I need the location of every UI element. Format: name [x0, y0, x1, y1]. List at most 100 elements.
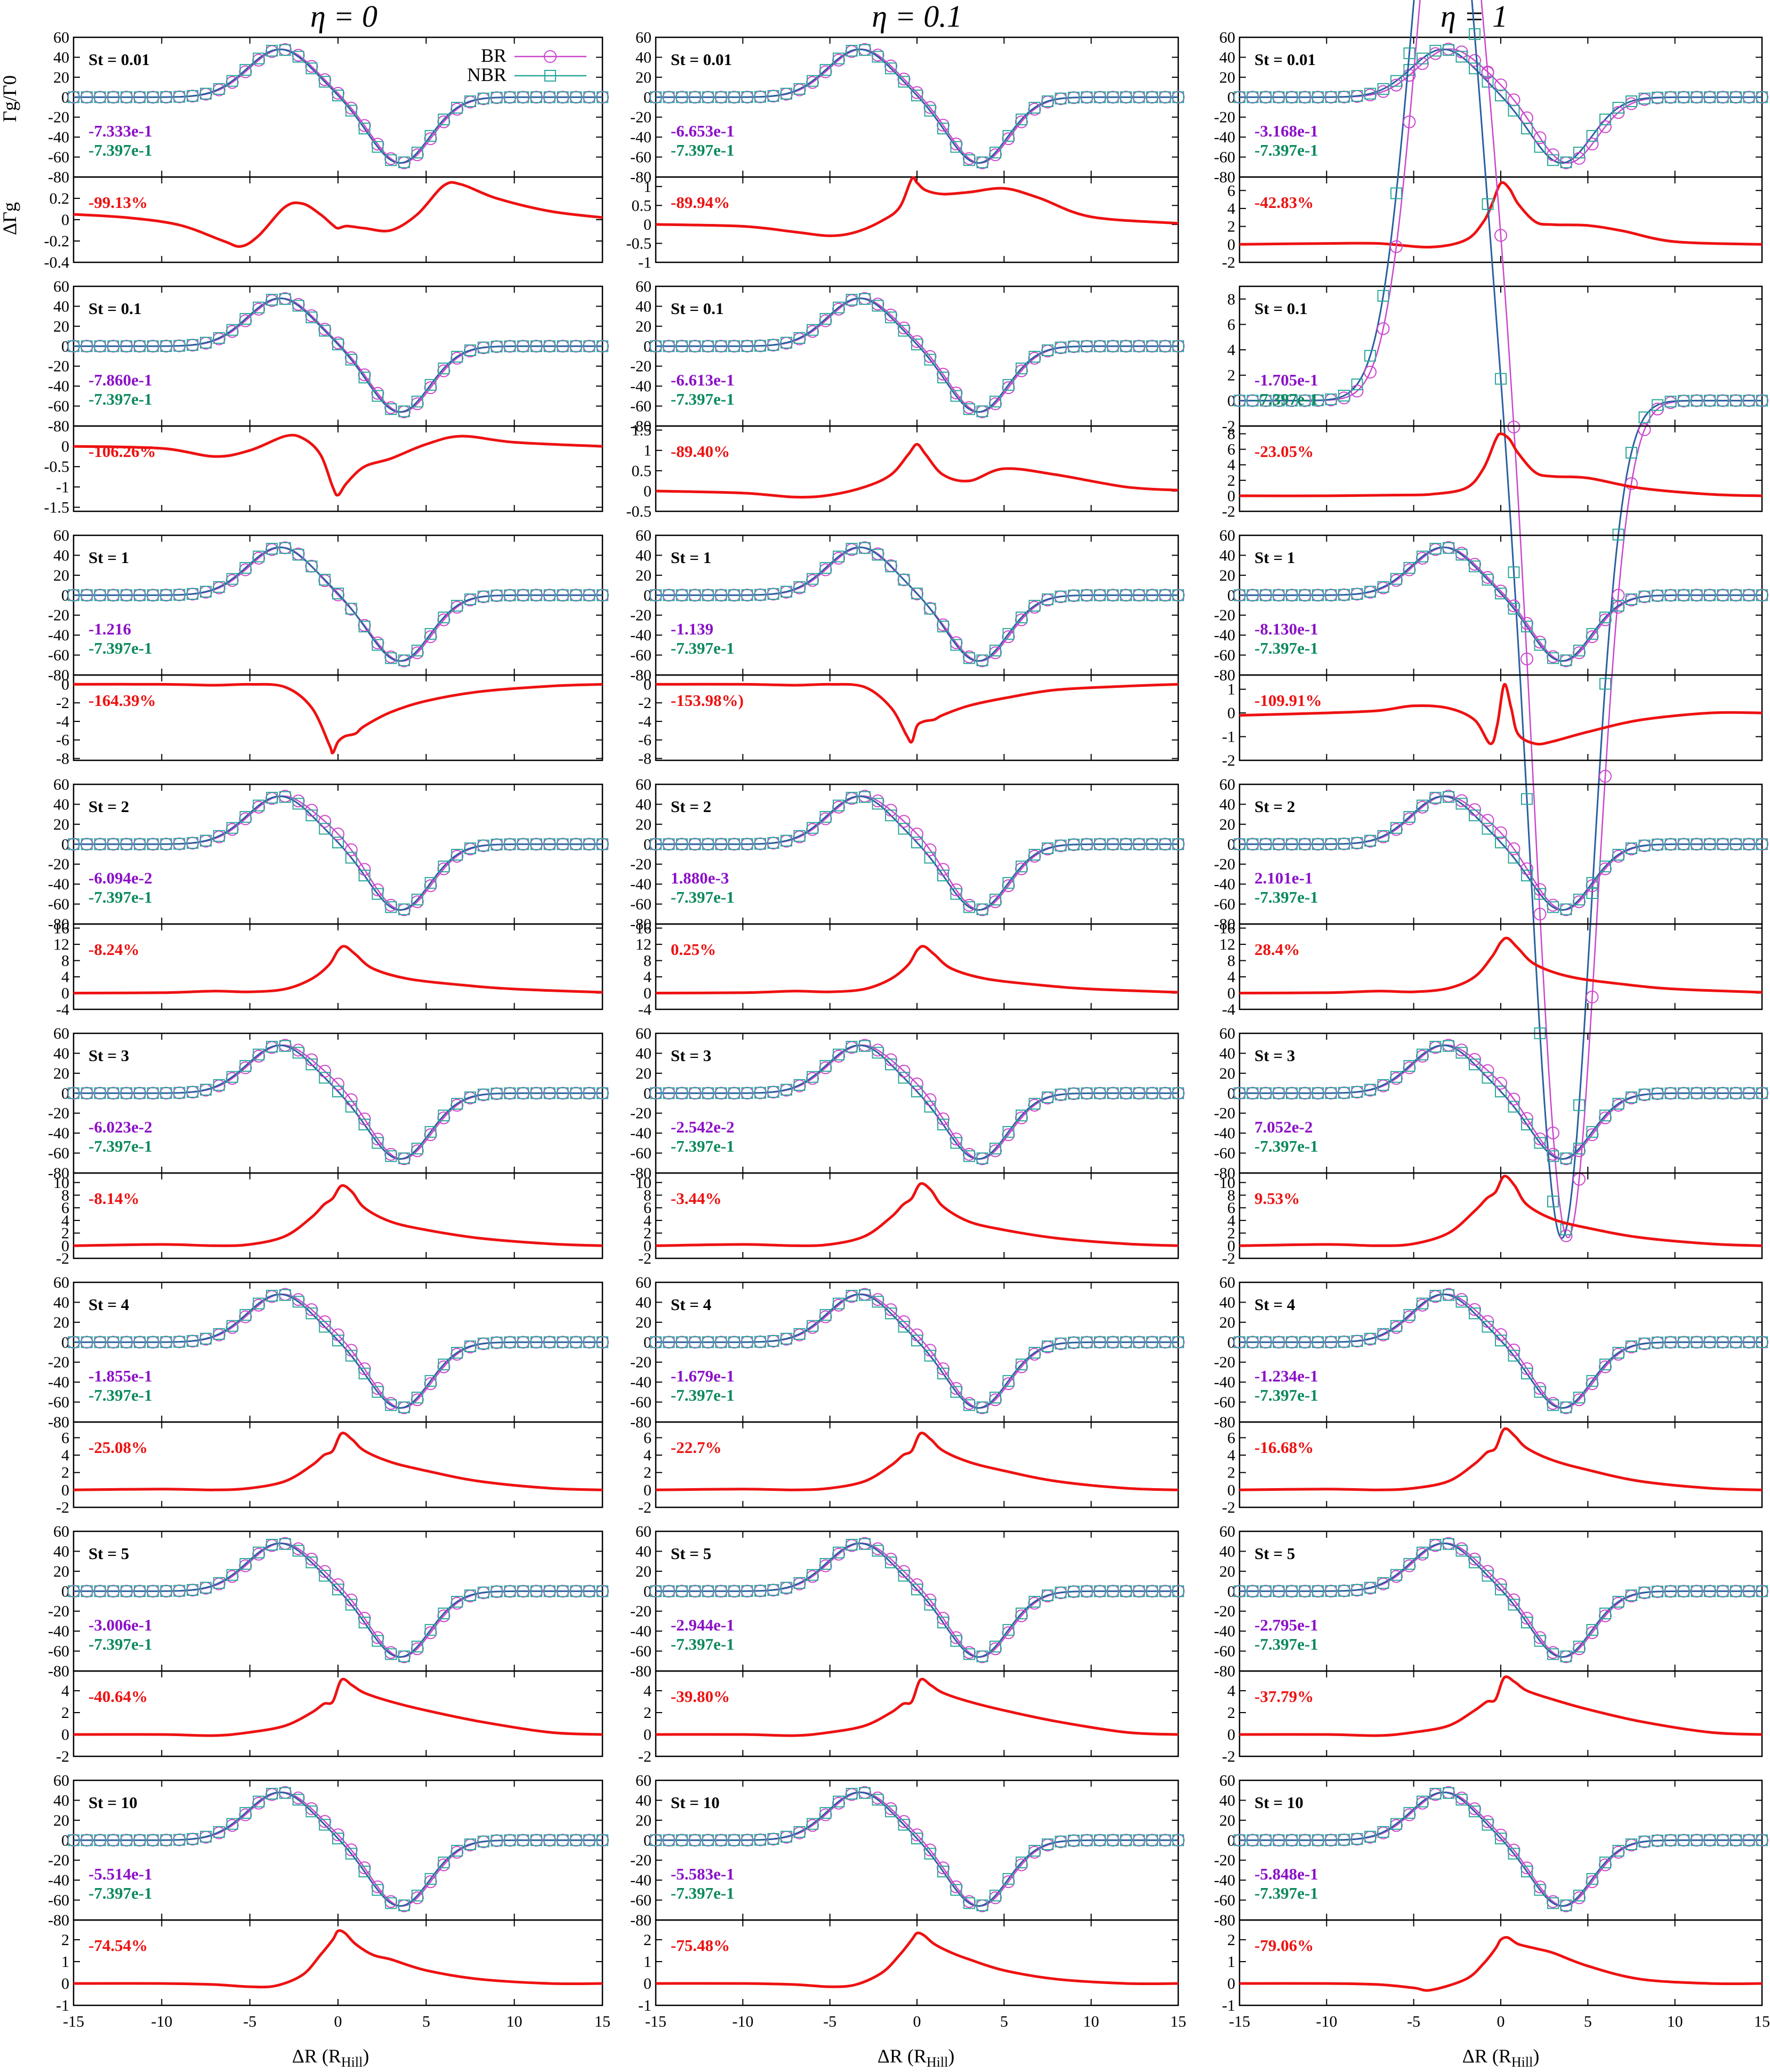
nbr-marker — [1717, 838, 1729, 850]
nbr-marker — [239, 313, 252, 325]
nbr-marker — [385, 652, 397, 664]
stokes-label: St = 0.01 — [671, 50, 732, 69]
nbr-marker — [68, 91, 79, 103]
nbr-series-line — [1240, 795, 1762, 911]
nbr-marker — [1016, 612, 1027, 624]
y-tick-label: -60 — [48, 149, 69, 166]
nbr-torque-value: -7.397e-1 — [1254, 1137, 1318, 1155]
nbr-marker — [924, 1848, 936, 1860]
diff-y-tick-label: 4 — [61, 968, 69, 986]
y-tick-label: 20 — [635, 1812, 651, 1829]
nbr-marker — [650, 1087, 662, 1099]
nbr-marker — [332, 1833, 344, 1845]
nbr-marker — [1260, 838, 1272, 850]
nbr-marker — [1495, 1086, 1507, 1098]
nbr-marker — [94, 838, 106, 850]
y-tick-label: 60 — [635, 527, 651, 544]
nbr-marker — [1351, 588, 1363, 600]
nbr-marker — [1691, 1834, 1703, 1846]
diff-y-tick-label: 0 — [643, 1726, 651, 1744]
nbr-marker — [1016, 363, 1027, 375]
y-tick-label: 40 — [1219, 49, 1235, 66]
y-tick-label: 20 — [53, 1812, 69, 1829]
br-torque-value: -1.139 — [671, 620, 713, 638]
y-tick-label: 0 — [643, 836, 651, 853]
nbr-marker — [950, 1884, 962, 1896]
nbr-marker — [279, 44, 291, 56]
nbr-marker — [1403, 1309, 1415, 1321]
nbr-marker — [81, 91, 93, 103]
nbr-marker — [807, 1071, 818, 1083]
nbr-marker — [807, 1320, 818, 1332]
br-torque-value: 7.052e-2 — [1254, 1118, 1313, 1136]
nbr-marker — [1042, 1838, 1053, 1850]
diff-y-tick-label: -0.2 — [44, 232, 70, 250]
bottom-panel-frame — [73, 1919, 604, 2006]
y-tick-label: 0 — [61, 89, 69, 106]
diff-y-tick-label: 2 — [61, 1225, 69, 1242]
br-marker — [1638, 423, 1651, 436]
nbr-marker — [1133, 91, 1145, 103]
difference-curve — [73, 1184, 603, 1247]
nbr-marker — [332, 1335, 344, 1347]
y-tick-label: -40 — [630, 876, 651, 893]
y-tick-label: 40 — [1219, 1294, 1235, 1311]
y-tick-label: -60 — [1214, 896, 1235, 913]
difference-percent: -25.08% — [88, 1438, 148, 1457]
diff-y-tick-label: 2 — [61, 1464, 69, 1482]
nbr-marker — [963, 154, 975, 166]
nbr-marker — [872, 798, 884, 810]
nbr-marker — [583, 1585, 596, 1597]
diff-y-tick-label: 8 — [61, 1186, 69, 1204]
nbr-marker — [1028, 1596, 1041, 1608]
nbr-marker — [385, 154, 397, 166]
nbr-marker — [663, 1585, 675, 1597]
nbr-marker — [68, 1087, 79, 1099]
nbr-marker — [120, 91, 133, 103]
nbr-marker — [833, 799, 844, 812]
nbr-marker — [438, 363, 450, 375]
nbr-marker — [266, 792, 278, 804]
diff-y-tick-label: 0 — [643, 676, 651, 693]
nbr-marker — [1234, 1087, 1245, 1099]
nbr-marker — [1042, 1091, 1053, 1103]
nbr-marker — [385, 1648, 397, 1660]
y-tick-label: 0 — [643, 1832, 651, 1849]
nbr-marker — [1704, 838, 1716, 850]
nbr-marker — [213, 581, 225, 593]
br-series-line — [74, 1293, 602, 1409]
nbr-marker — [438, 612, 450, 624]
diff-y-tick-label: 6 — [1227, 1199, 1235, 1217]
y-tick-label: 0 — [643, 1334, 651, 1351]
y-tick-label: 20 — [53, 1563, 69, 1580]
br-marker — [344, 843, 358, 856]
nbr-marker — [213, 332, 225, 344]
nbr-marker — [1743, 589, 1755, 601]
stokes-label: St = 10 — [671, 1793, 720, 1812]
nbr-marker — [989, 396, 1001, 408]
y-tick-label: -20 — [1214, 856, 1235, 873]
nbr-marker — [358, 869, 371, 881]
nbr-marker — [173, 1087, 186, 1099]
nbr-marker — [819, 1558, 832, 1570]
nbr-marker — [872, 51, 884, 63]
nbr-marker — [833, 1297, 844, 1310]
nbr-marker — [807, 75, 818, 87]
br-marker — [1520, 652, 1533, 665]
nbr-marker — [1273, 1585, 1285, 1597]
br-marker — [1481, 66, 1494, 79]
nbr-marker — [1338, 589, 1350, 601]
y-tick-label: -20 — [630, 1354, 651, 1371]
nbr-marker — [1612, 1845, 1624, 1857]
nbr-marker — [1016, 1857, 1027, 1869]
nbr-marker — [424, 628, 437, 640]
nbr-marker — [1028, 849, 1041, 861]
difference-curve — [1239, 683, 1763, 746]
nbr-marker — [226, 1818, 238, 1830]
diff-y-tick-label: 0 — [61, 985, 69, 1002]
difference-curve — [73, 1929, 603, 1989]
nbr-marker — [1246, 1585, 1259, 1597]
